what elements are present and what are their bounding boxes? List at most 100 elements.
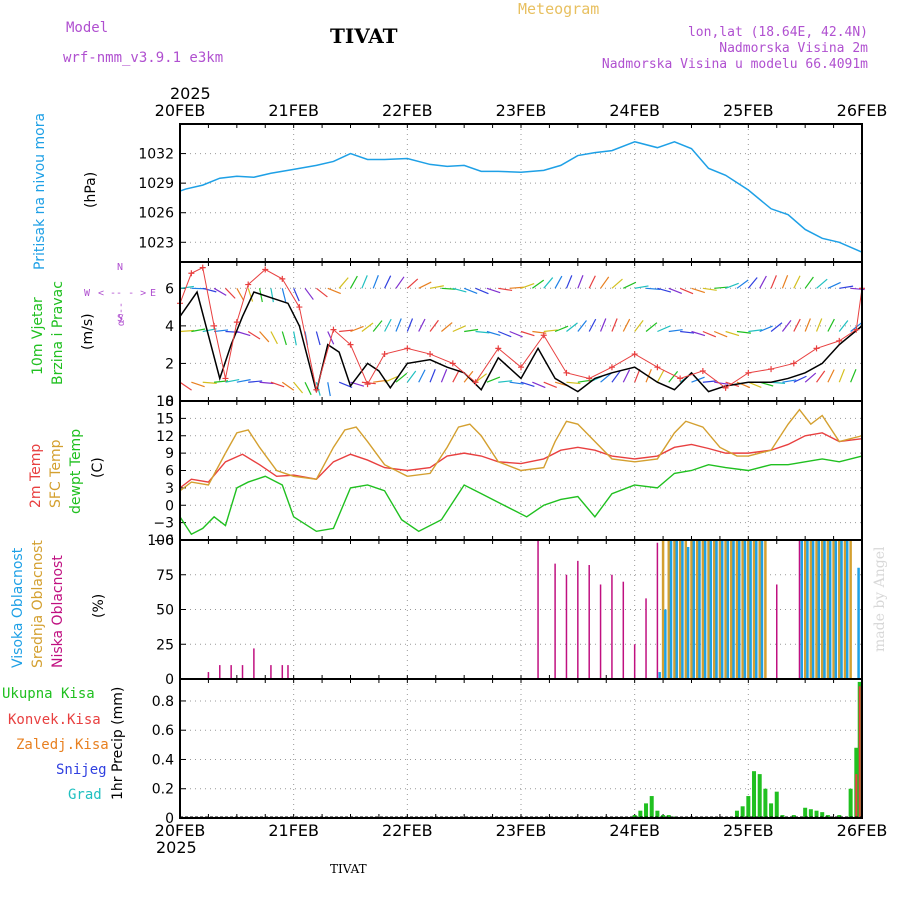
x-tick-top-0: 20FEB — [155, 101, 206, 120]
cloud-ytick-label-0: 0 — [165, 672, 174, 688]
wind-arrow-2-52 — [770, 275, 777, 289]
wind-arrow-0-32 — [543, 381, 557, 389]
wind-arrow-2-46 — [702, 287, 717, 291]
wind-arrow-1-43 — [668, 329, 683, 333]
pressure-line — [179, 140, 863, 253]
wind-arrow-2-41 — [645, 287, 661, 291]
precip-bar-1-1 — [858, 686, 861, 818]
wind-arrow-0-20 — [406, 370, 417, 383]
wind-gust-marker-29 — [722, 384, 729, 391]
wind-gust-marker-28 — [699, 367, 706, 374]
wind-ytick-label-0: 0 — [165, 394, 174, 410]
wind-arrow-1-44 — [680, 330, 695, 334]
wind-arrow-1-30 — [520, 330, 535, 337]
wind-arrow-0-39 — [622, 369, 631, 383]
wind-arrow-2-15 — [349, 275, 358, 289]
precip-bar-0-8 — [734, 810, 739, 818]
wind-arrow-1-10 — [293, 331, 297, 346]
wind-arrow-0-1 — [191, 381, 205, 388]
wind-arrow-0-54 — [793, 375, 807, 383]
year-bottom: 2025 — [156, 838, 197, 857]
wind-gust-marker-31 — [768, 366, 775, 373]
wind-arrow-0-5 — [236, 379, 251, 383]
precip-bar-0-3 — [649, 796, 654, 818]
wind-arrow-0-2 — [202, 381, 217, 384]
year-top: 2025 — [170, 84, 211, 103]
wind-gust-marker-3 — [211, 322, 218, 329]
model-label: Model — [66, 20, 109, 36]
wind-arrow-2-21 — [418, 281, 432, 289]
wind-arrow-1-7 — [259, 331, 270, 343]
wind-arrow-2-22 — [429, 285, 444, 289]
wind-arrow-2-56 — [816, 278, 828, 289]
wind-gust-marker-11 — [330, 326, 337, 333]
precip-bar-0-4 — [655, 810, 660, 818]
temp-ytick-label-5: 9 — [165, 446, 174, 462]
wind-arrow-1-2 — [202, 328, 217, 333]
wind-arrow-0-34 — [566, 381, 581, 385]
panel-frame-precip — [179, 678, 863, 819]
wind-gust-marker-32 — [790, 360, 797, 367]
footer-station: TIVAT — [330, 862, 367, 876]
precip-bar-0-17 — [791, 815, 796, 818]
wind-arrow-1-8 — [270, 331, 278, 345]
wind-arrow-0-42 — [656, 369, 665, 383]
wind-arrow-1-32 — [543, 329, 558, 333]
precip-ytick-label-2: 0.4 — [152, 752, 174, 768]
wind-arrow-1-24 — [452, 325, 466, 333]
wind-arrow-2-13 — [327, 287, 341, 295]
precip-bar-0-20 — [814, 810, 819, 818]
wind-arrow-0-19 — [395, 372, 408, 383]
wind-arrow-1-27 — [486, 330, 501, 336]
wind-arrow-0-53 — [782, 379, 797, 383]
wind-arrow-1-16 — [361, 322, 374, 332]
precip-bar-0-0 — [632, 815, 637, 818]
wind-gust-marker-16 — [427, 351, 434, 358]
precip-legend-total: Ukupna Kisa — [2, 686, 95, 702]
wind-arrow-1-17 — [372, 320, 383, 332]
wind-arrow-1-54 — [793, 318, 801, 332]
wind-arrow-2-31 — [532, 279, 545, 289]
wind-gust-marker-1 — [188, 270, 195, 277]
wind-arrow-0-29 — [509, 381, 524, 385]
precip-bar-0-9 — [740, 806, 745, 818]
wind-gust-marker-7 — [262, 266, 269, 273]
compass-e: E — [150, 288, 157, 299]
wind-arrow-1-14 — [339, 329, 354, 333]
wind-arrow-0-57 — [827, 369, 835, 383]
wind-gust-marker-18 — [472, 379, 479, 386]
wind-arrow-2-37 — [600, 276, 610, 289]
wind-gust-marker-20 — [518, 364, 524, 371]
wind-arrow-1-41 — [645, 322, 658, 332]
wind-gust-marker-6 — [245, 281, 252, 288]
wind-gust-marker-30 — [745, 369, 752, 376]
x-tick-bottom-4: 24FEB — [609, 821, 660, 840]
precip-bar-0-6 — [666, 815, 671, 818]
pressure-ytick-label-1: 1026 — [138, 206, 174, 222]
wind-arrow-1-29 — [509, 330, 523, 338]
precip-ytick-label-4: 0.8 — [152, 694, 174, 710]
temp-ytick-label-0: −6 — [153, 533, 174, 549]
precip-bar-0-21 — [820, 812, 825, 818]
wind-ytick-label-3: 6 — [165, 281, 174, 297]
wind-gust-marker-19 — [495, 345, 502, 352]
elevation-label: Nadmorska Visina 2m — [719, 41, 868, 56]
x-tick-top-3: 23FEB — [496, 101, 547, 120]
wind-gust-marker-35 — [853, 326, 860, 333]
wind-arrow-2-2 — [202, 287, 217, 293]
wind-arrow-0-13 — [327, 382, 331, 397]
x-tick-bottom-2: 22FEB — [382, 821, 433, 840]
wind-arrow-0-27 — [486, 376, 501, 383]
temp-2m-line — [179, 432, 863, 489]
precip-bar-0-18 — [803, 807, 808, 818]
wind-arrow-2-30 — [520, 282, 535, 289]
temp-ytick-label-6: 12 — [156, 429, 174, 445]
wind-arrow-0-11 — [304, 381, 312, 396]
wind-arrow-1-26 — [475, 330, 490, 334]
wind-arrow-1-58 — [838, 320, 849, 332]
wind-arrow-2-0 — [179, 285, 194, 289]
wind-gust-marker-24 — [608, 364, 615, 371]
wind-arrow-0-7 — [259, 381, 274, 385]
precip-legend-conv: Konvek.Kisa — [8, 712, 101, 728]
wind-arrow-0-26 — [475, 373, 487, 383]
